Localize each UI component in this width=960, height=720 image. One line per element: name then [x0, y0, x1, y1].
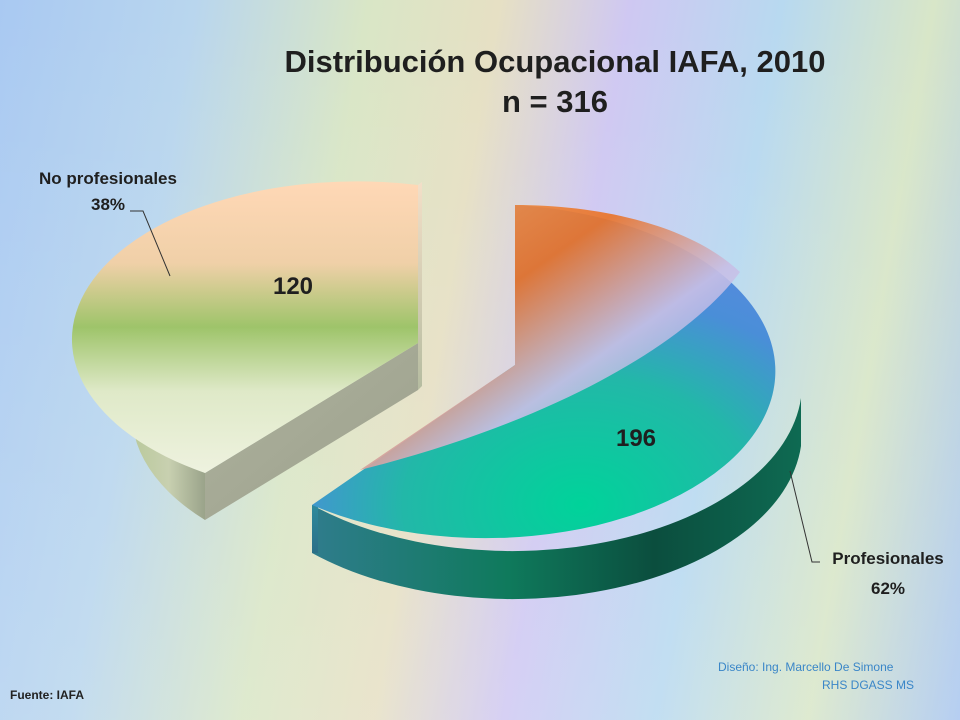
- chart-subtitle: n = 316: [502, 84, 608, 120]
- chart-title: Distribución Ocupacional IAFA, 2010 n = …: [250, 42, 860, 123]
- leader-line-no-profesionales: [130, 210, 171, 277]
- slice-value-label-no-profesionales: 120: [273, 273, 313, 300]
- slice-value-label-profesionales: 196: [616, 425, 656, 452]
- slice-profesionales-cut: [312, 505, 318, 553]
- chart-title-line1: Distribución Ocupacional IAFA, 2010: [284, 44, 826, 79]
- category-label-no-profesionales: No profesionales: [39, 169, 177, 188]
- slice-no-profesionales-cut-back: [418, 182, 422, 390]
- source-note: Fuente: IAFA: [10, 688, 84, 702]
- percent-label-no-profesionales: 38%: [91, 195, 125, 214]
- slice-profesionales-highlight: [360, 205, 740, 470]
- leader-line-profesionales: [789, 470, 820, 563]
- slice-profesionales-side: [312, 398, 801, 600]
- design-credit: Diseño: Ing. Marcello De Simone: [718, 660, 894, 674]
- slice-no-profesionales-cut: [205, 343, 418, 520]
- percent-label-profesionales: 62%: [871, 579, 905, 598]
- slice-no-profesionales-top: [71, 181, 418, 474]
- slice-no-profesionales-side: [132, 345, 205, 520]
- slice-profesionales: [312, 205, 801, 600]
- design-org: RHS DGASS MS: [822, 678, 915, 692]
- category-label-profesionales: Profesionales: [832, 549, 944, 568]
- slice-no-profesionales: [71, 181, 422, 520]
